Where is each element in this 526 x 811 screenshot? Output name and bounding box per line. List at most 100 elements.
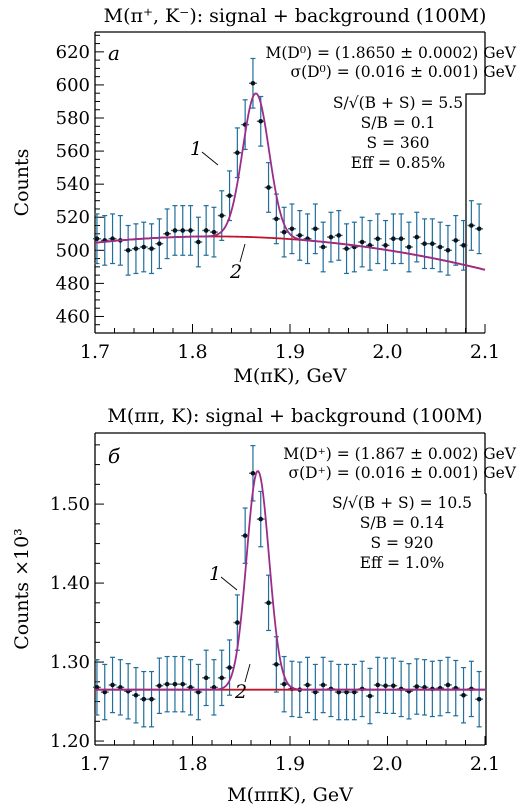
data-point	[327, 211, 335, 263]
data-point	[163, 655, 172, 713]
x-tick-label: 1.8	[177, 341, 207, 363]
data-point	[436, 659, 445, 717]
data-point	[116, 659, 125, 716]
data-point	[124, 663, 133, 720]
panel-label: а	[108, 41, 120, 65]
data-point	[459, 219, 468, 271]
y-tick-label: 580	[56, 108, 90, 129]
panel-label: б	[108, 444, 121, 468]
y-axis-label: Counts	[11, 149, 33, 217]
x-tick-label: 1.7	[80, 753, 110, 775]
signal-fit-curve	[94, 92, 486, 271]
y-tick-label: 600	[56, 75, 90, 96]
data-point	[381, 219, 390, 271]
x-tick-label: 2.0	[372, 341, 402, 363]
data-point	[225, 170, 234, 222]
signal-fit-curve	[95, 470, 485, 691]
data-point	[358, 216, 367, 268]
data-point	[178, 655, 187, 713]
data-point	[147, 223, 156, 275]
annotation-frame	[485, 493, 487, 745]
data-point	[178, 205, 187, 256]
data-point	[93, 213, 101, 265]
curve-label-1: 1	[209, 563, 221, 585]
stats-text: S/B = 0.1	[361, 114, 436, 132]
y-axis-label: Counts ×10³	[11, 528, 33, 650]
data-point	[319, 656, 328, 714]
y-tick-label: 540	[56, 174, 90, 195]
x-tick-label: 2.0	[372, 753, 402, 775]
chart-title: M(π⁺, K⁻): signal + background (100M)	[104, 5, 487, 27]
data-point	[132, 666, 140, 724]
y-tick-label: 500	[56, 240, 90, 261]
data-point	[210, 659, 218, 716]
data-point	[280, 206, 289, 258]
data-point	[311, 203, 320, 255]
annotation-frame	[465, 93, 485, 333]
data-point	[295, 210, 304, 261]
data-point	[225, 639, 234, 696]
data-point	[412, 658, 421, 715]
data-point	[420, 218, 429, 270]
data-point	[288, 203, 296, 255]
data-point	[171, 655, 179, 713]
data-series	[93, 57, 484, 276]
data-point	[147, 670, 156, 728]
data-point	[139, 221, 148, 273]
data-point	[420, 659, 429, 716]
data-point	[342, 223, 351, 275]
data-point	[108, 213, 117, 265]
data-point	[405, 221, 413, 273]
curve-label-2-pointer	[239, 243, 246, 263]
panel-1: M(π⁺, K⁻): signal + background (100M) 1.7…	[11, 5, 517, 387]
fit-result-text: σ(D⁺) = (0.016 ± 0.001) GeV	[289, 464, 517, 482]
data-point	[334, 663, 343, 721]
stats-text: Eff = 0.85%	[351, 154, 445, 172]
data-point	[163, 208, 172, 260]
x-tick-label: 2.1	[470, 341, 500, 363]
data-point	[350, 663, 359, 721]
x-tick-label: 1.7	[80, 341, 110, 363]
x-tick-label: 2.1	[470, 753, 500, 775]
stats-text: Eff = 1.0%	[360, 554, 445, 572]
data-point	[210, 206, 218, 258]
data-point	[155, 657, 164, 715]
data-point	[202, 205, 211, 256]
chart-title: M(ππ, K): signal + background (100M)	[107, 405, 482, 427]
data-point	[319, 221, 328, 273]
y-tick-label: 480	[56, 273, 90, 294]
data-point	[342, 663, 351, 721]
x-tick-label: 1.9	[275, 341, 305, 363]
fit-result-text: σ(D⁰) = (0.016 ± 0.001) GeV	[290, 63, 516, 81]
data-point	[124, 224, 133, 276]
data-point	[334, 210, 343, 261]
data-point	[444, 656, 452, 714]
curve-label-2: 2	[234, 681, 247, 703]
data-point	[451, 214, 460, 266]
data-point	[350, 221, 359, 273]
curve-label-2: 2	[229, 261, 242, 283]
curve-label-1-pointer	[201, 151, 219, 166]
data-point	[467, 200, 476, 251]
data-point	[405, 663, 413, 720]
y-tick-label: 520	[56, 207, 90, 228]
data-point	[194, 663, 203, 721]
data-point	[428, 218, 437, 270]
data-point	[241, 99, 250, 151]
data-point	[366, 667, 374, 725]
data-point	[373, 213, 382, 265]
data-point	[303, 656, 312, 714]
data-point	[186, 205, 195, 256]
data-point	[444, 224, 452, 276]
y-tick-label: 620	[56, 42, 90, 63]
x-axis-label: M(πK), GeV	[233, 365, 346, 387]
data-point	[93, 659, 101, 716]
data-point	[381, 657, 390, 715]
data-point	[389, 213, 398, 265]
data-point	[186, 659, 195, 716]
x-tick-label: 1.9	[275, 753, 305, 775]
data-point	[249, 57, 257, 109]
x-axis-label: M(ππK), GeV	[227, 784, 353, 806]
y-tick-label: 1.20	[50, 731, 90, 752]
